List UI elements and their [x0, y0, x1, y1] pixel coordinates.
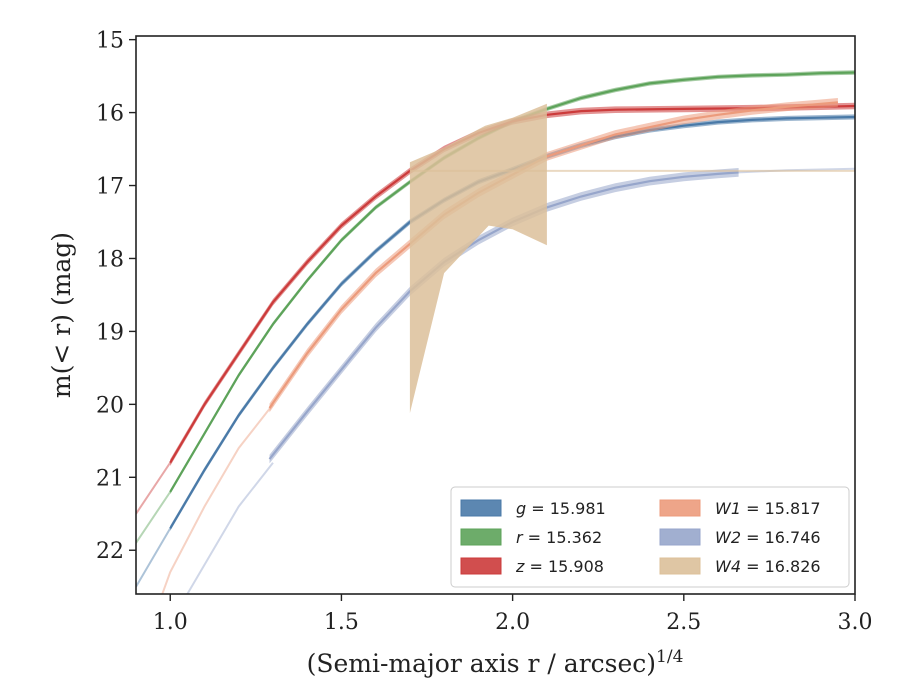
legend-value: = 16.826: [741, 557, 821, 576]
legend-value: = 15.817: [741, 499, 821, 518]
y-tick-label: 15: [96, 29, 124, 54]
legend-entry-r: r = 15.362: [460, 528, 602, 547]
legend-band: W2: [715, 528, 741, 547]
legend-entry-g: g = 15.981: [460, 499, 606, 518]
legend-entry-W4: W4 = 16.826: [659, 557, 821, 576]
plot-frame: [135, 35, 856, 595]
legend-box: [450, 486, 850, 588]
legend-label: W4 = 16.826: [715, 557, 821, 576]
line-W1: [268, 101, 838, 409]
band-W1-uncertainty: [269, 98, 838, 413]
x-tick-label: 1.0: [153, 610, 188, 635]
x-tick-label: 1.5: [324, 610, 359, 635]
legend-label: r = 15.362: [516, 528, 602, 547]
y-tick-label: 16: [96, 102, 124, 127]
x-axis-label-text: (Semi-major axis r / arcsec): [307, 649, 656, 678]
legend-label: z = 15.908: [515, 557, 604, 576]
line-W1-extrapolated: [161, 403, 274, 594]
legend-entry-z: z = 15.908: [460, 557, 604, 576]
ticks-layer: 1.0 1.5 2.0 2.5 3.0 15 16 17 18 19 20 21 22: [96, 29, 873, 635]
legend-swatch: [460, 528, 502, 546]
series-W1: [161, 98, 838, 594]
legend-value: = 16.746: [741, 528, 821, 547]
legend-swatch: [460, 499, 502, 517]
x-axis-label: (Semi-major axis r / arcsec)1/4: [307, 647, 684, 678]
legend-swatch: [460, 557, 502, 575]
legend-band: W4: [715, 557, 741, 576]
y-tick-label: 20: [96, 393, 124, 418]
y-tick-label: 22: [96, 539, 124, 564]
legend-label: W1 = 15.817: [715, 499, 821, 518]
series-W4: [409, 103, 855, 414]
legend-band: g: [516, 499, 526, 518]
legend-label: g = 15.981: [516, 499, 606, 518]
legend-swatch: [659, 557, 701, 575]
legend-value: = 15.981: [526, 499, 606, 518]
legend-band: W1: [715, 499, 741, 518]
legend-entry-W1: W1 = 15.817: [659, 499, 821, 518]
legend-swatch: [659, 499, 701, 517]
x-tick-label: 2.5: [666, 610, 701, 635]
band-W4-uncertainty: [409, 103, 547, 414]
x-tick-label: 2.0: [495, 610, 530, 635]
series-layer: [136, 70, 855, 594]
y-axis-label: m(< r) (mag): [47, 232, 76, 398]
line-W2-extrapolated: [186, 462, 274, 594]
y-tick-label: 18: [96, 247, 124, 272]
legend-entry-W2: W2 = 16.746: [659, 528, 821, 547]
y-tick-label: 19: [96, 320, 124, 345]
y-tick-label: 21: [96, 466, 124, 491]
legend-value: = 15.362: [523, 528, 603, 547]
legend-value: = 15.908: [524, 557, 604, 576]
line-z-extrapolated: [136, 462, 172, 515]
legend-label: W2 = 16.746: [715, 528, 821, 547]
line-r-extrapolated: [136, 491, 172, 544]
legend-band: r: [516, 528, 524, 547]
legend-band: z: [515, 557, 525, 576]
x-tick-label: 3.0: [838, 610, 873, 635]
line-g-extrapolated: [136, 527, 172, 588]
legend-swatch: [659, 528, 701, 546]
y-tick-label: 17: [96, 175, 124, 200]
x-axis-label-superscript: 1/4: [656, 647, 683, 667]
